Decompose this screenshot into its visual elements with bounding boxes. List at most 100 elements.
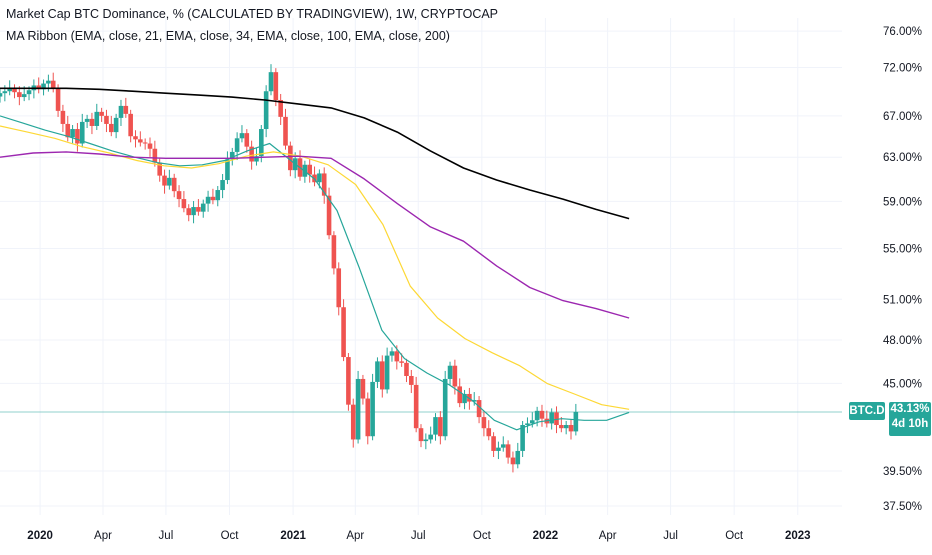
y-tick-label: 72.00% xyxy=(883,62,922,74)
candle-layer xyxy=(0,64,579,473)
candle xyxy=(162,169,167,194)
candle xyxy=(273,68,279,107)
candle xyxy=(225,151,230,185)
price-badge: 43.13% 4d 10h xyxy=(889,402,931,436)
y-tick-label: 51.00% xyxy=(883,294,922,306)
candle-body xyxy=(263,91,269,130)
candle xyxy=(239,125,245,143)
x-tick-label: Jul xyxy=(411,530,426,542)
chart-title: Market Cap BTC Dominance, % (CALCULATED … xyxy=(6,7,499,21)
candle-body xyxy=(210,196,216,201)
candle-body xyxy=(413,384,419,429)
candle-body xyxy=(162,175,167,186)
candle xyxy=(379,355,385,398)
candle-body xyxy=(17,92,22,98)
candle xyxy=(79,113,85,148)
candle-body xyxy=(404,362,409,376)
candle-body xyxy=(152,148,158,163)
candle-body xyxy=(462,393,467,404)
candle-body xyxy=(249,146,254,162)
candle-body xyxy=(104,115,109,124)
candle xyxy=(41,79,46,96)
candle xyxy=(133,130,138,148)
indicator-legend[interactable]: MA Ribbon (EMA, close, 21, EMA, close, 3… xyxy=(6,29,450,43)
candle-body xyxy=(442,378,448,437)
candle-body xyxy=(346,357,351,405)
candle-body xyxy=(360,378,366,399)
candle xyxy=(278,93,283,125)
candle-body xyxy=(317,173,322,183)
candle-body xyxy=(70,129,75,138)
candle-body xyxy=(215,190,221,201)
symbol-badge: BTC.D xyxy=(849,402,885,420)
candle-body xyxy=(123,105,129,114)
candle-body xyxy=(229,151,235,160)
candle xyxy=(438,411,443,445)
candle-body xyxy=(384,355,390,390)
candle xyxy=(404,358,409,383)
candle-body xyxy=(500,444,506,448)
candle-body xyxy=(234,138,240,152)
candle-body xyxy=(486,428,492,437)
candle xyxy=(138,131,143,147)
candle xyxy=(157,158,162,182)
candle-body xyxy=(447,365,453,379)
candle xyxy=(447,361,453,386)
candle-body xyxy=(36,85,42,90)
candle-body xyxy=(65,123,71,138)
candle xyxy=(525,417,530,434)
candle xyxy=(220,174,225,199)
candle-body xyxy=(84,118,90,122)
candle xyxy=(176,185,182,208)
ema100-line xyxy=(0,151,630,319)
candle-body xyxy=(481,417,487,429)
candle-body xyxy=(438,417,443,437)
candle xyxy=(341,299,346,362)
candle-body xyxy=(409,375,414,385)
candle-body xyxy=(196,207,201,212)
candle-body xyxy=(529,420,535,424)
candle-body xyxy=(0,93,3,97)
candle-body xyxy=(273,72,279,100)
candle xyxy=(515,442,521,469)
candle-body xyxy=(94,111,100,126)
x-tick-label: Apr xyxy=(94,530,112,542)
candle-body xyxy=(520,425,525,451)
candle-body xyxy=(336,268,342,308)
candle-body xyxy=(46,80,51,84)
y-tick-label: 76.00% xyxy=(883,26,922,38)
candle xyxy=(123,97,129,118)
candle-body xyxy=(418,428,424,442)
candle xyxy=(389,347,395,362)
candle-body xyxy=(147,143,153,149)
candle-body xyxy=(12,88,17,93)
candle xyxy=(413,376,419,433)
candle-body xyxy=(225,159,230,181)
candle xyxy=(104,109,109,133)
candle xyxy=(181,191,187,213)
candle xyxy=(50,72,56,93)
candle-body xyxy=(433,417,438,435)
candle-body xyxy=(399,361,404,363)
candle xyxy=(370,373,375,441)
candle-body xyxy=(244,133,250,147)
candle xyxy=(108,115,114,137)
candle xyxy=(55,84,61,117)
candle xyxy=(486,420,492,441)
candle-body xyxy=(370,381,375,437)
candle xyxy=(167,169,172,190)
candle xyxy=(549,408,554,430)
candle xyxy=(321,167,327,204)
candle xyxy=(210,188,216,205)
candle xyxy=(46,74,51,92)
x-tick-label: 2022 xyxy=(533,530,559,542)
candle-body xyxy=(167,177,172,186)
x-tick-label: 2021 xyxy=(280,530,306,542)
candle-body xyxy=(283,116,288,146)
candle xyxy=(205,190,211,212)
candle-body xyxy=(365,398,371,437)
candle xyxy=(350,398,356,448)
candle-body xyxy=(205,196,211,204)
candle xyxy=(89,112,95,135)
